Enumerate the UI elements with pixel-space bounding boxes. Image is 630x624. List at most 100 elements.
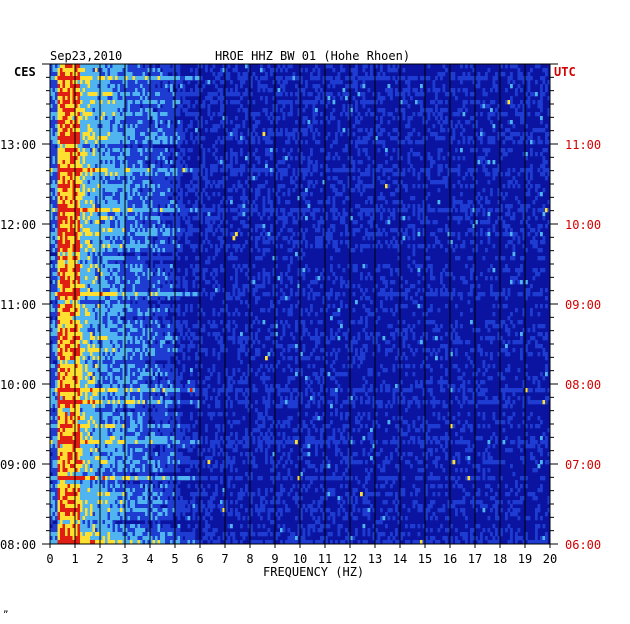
spectrogram-cell	[152, 136, 156, 141]
spectrogram-cell	[110, 184, 113, 189]
spectrogram-cell	[50, 164, 53, 169]
spectrogram-cell	[105, 96, 108, 101]
spectrogram-cell	[450, 208, 453, 213]
spectrogram-cell	[100, 164, 103, 169]
spectrogram-cell	[382, 264, 386, 269]
spectrogram-cell	[547, 132, 551, 137]
spectrogram-cell	[317, 76, 321, 81]
spectrogram-cell	[175, 96, 178, 101]
spectrogram-cell	[175, 84, 178, 89]
spectrogram-cell	[172, 132, 176, 137]
spectrogram-cell	[292, 168, 296, 173]
spectrogram-cell	[120, 104, 123, 109]
spectrogram-cell	[540, 256, 543, 261]
spectrogram-cell	[167, 108, 171, 113]
spectrogram-cell	[90, 84, 93, 89]
spectrogram-cell	[162, 256, 166, 261]
spectrogram-cell	[85, 84, 88, 89]
spectrogram-cell	[52, 92, 56, 97]
spectrogram-cell	[167, 184, 171, 189]
spectrogram-cell	[115, 196, 118, 201]
spectrogram-cell	[267, 116, 271, 121]
spectrogram-cell	[132, 160, 136, 165]
spectrogram-cell	[280, 228, 283, 233]
spectrogram-cell	[87, 76, 91, 81]
spectrogram-cell	[87, 68, 91, 73]
spectrogram-cell	[435, 92, 438, 97]
spectrogram-cell	[277, 88, 281, 93]
spectrogram-cell	[282, 192, 286, 197]
spectrogram-cell	[465, 216, 468, 221]
spectrogram-cell	[130, 232, 133, 237]
spectrogram-cell	[152, 168, 156, 173]
spectrogram-cell	[60, 252, 63, 257]
spectrogram-cell	[117, 196, 121, 201]
spectrogram-cell	[465, 76, 468, 81]
spectrogram-cell	[395, 240, 398, 245]
spectrogram-cell	[112, 260, 116, 265]
spectrogram-cell	[330, 264, 333, 269]
spectrogram-cell	[65, 212, 68, 217]
spectrogram-cell	[92, 200, 96, 205]
spectrogram-cell	[370, 196, 373, 201]
spectrogram-cell	[137, 248, 141, 253]
spectrogram-cell	[100, 200, 103, 205]
spectrogram-cell	[480, 128, 483, 133]
spectrogram-cell	[322, 208, 326, 213]
spectrogram-cell	[107, 152, 111, 157]
spectrogram-cell	[147, 244, 151, 249]
spectrogram-cell	[167, 116, 171, 121]
spectrogram-cell	[530, 136, 533, 141]
spectrogram-cell	[160, 96, 163, 101]
spectrogram-cell	[337, 264, 341, 269]
spectrogram-cell	[332, 96, 336, 101]
spectrogram-cell	[87, 124, 91, 129]
spectrogram-cell	[380, 132, 383, 137]
spectrogram-cell	[127, 104, 131, 109]
spectrogram-cell	[310, 72, 313, 77]
spectrogram-cell	[100, 112, 103, 117]
spectrogram-cell	[165, 88, 168, 93]
spectrogram-cell	[130, 136, 133, 141]
right-tick-label: 11:00	[565, 138, 602, 152]
spectrogram-cell	[75, 64, 78, 69]
spectrogram-cell	[212, 80, 216, 85]
spectrogram-cell	[107, 228, 111, 233]
spectrogram-cell	[120, 116, 123, 121]
spectrogram-cell	[95, 68, 98, 73]
spectrogram-cell	[107, 76, 111, 81]
spectrogram-cell	[477, 100, 481, 105]
spectrogram-cell	[110, 252, 113, 257]
spectrogram-cell	[260, 96, 263, 101]
spectrogram-cell	[457, 200, 461, 205]
spectrogram-cell	[77, 104, 81, 109]
spectrogram-cell	[82, 136, 86, 141]
spectrogram-cell	[465, 108, 468, 113]
spectrogram-cell	[532, 228, 536, 233]
spectrogram-cell	[145, 64, 148, 69]
spectrogram-cell	[525, 168, 528, 173]
spectrogram-cell	[105, 176, 108, 181]
spectrogram-cell	[165, 80, 168, 85]
spectrogram-cell	[65, 216, 68, 221]
spectrogram-cell	[510, 96, 513, 101]
spectrogram-cell	[365, 168, 368, 173]
spectrogram-cell	[397, 168, 401, 173]
spectrogram-cell	[477, 208, 481, 213]
spectrogram-cell	[242, 212, 246, 217]
spectrogram-cell	[67, 260, 71, 265]
spectrogram-cell	[327, 92, 331, 97]
spectrogram-cell	[235, 208, 238, 213]
spectrogram-cell	[225, 128, 228, 133]
spectrogram-cell	[97, 188, 101, 193]
spectrogram-cell	[445, 92, 448, 97]
spectrogram-cell	[540, 172, 543, 177]
spectrogram-cell	[152, 88, 156, 93]
spectrogram-cell	[67, 180, 71, 185]
spectrogram-cell	[257, 156, 261, 161]
spectrogram-cell	[342, 168, 346, 173]
spectrogram-cell	[122, 148, 126, 153]
spectrogram-cell	[170, 208, 173, 213]
spectrogram-cell	[352, 68, 356, 73]
spectrogram-cell	[357, 188, 361, 193]
